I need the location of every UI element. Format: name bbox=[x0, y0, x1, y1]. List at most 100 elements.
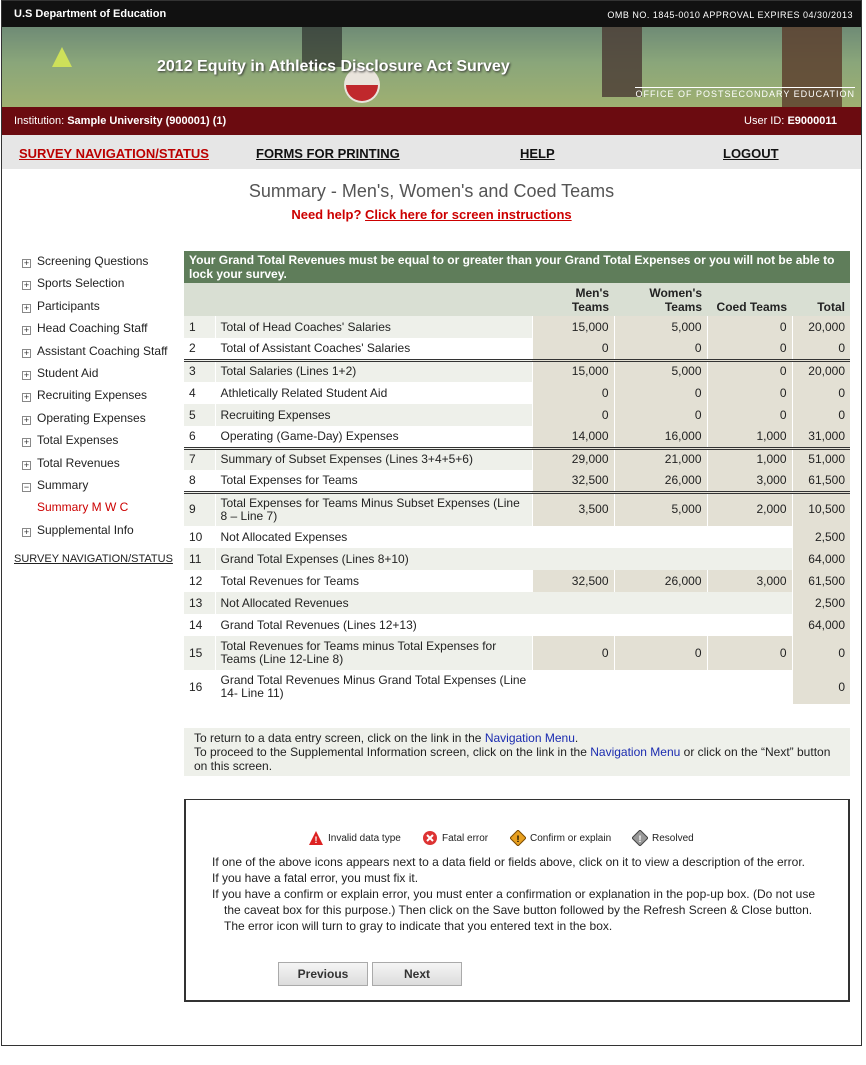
value-cell: 15,000 bbox=[531, 316, 614, 338]
header-cell bbox=[215, 283, 532, 316]
notice: Your Grand Total Revenues must be equal … bbox=[184, 251, 850, 283]
value-cell: 64,000 bbox=[791, 548, 850, 570]
sidebar-item[interactable]: + Total Revenues bbox=[22, 456, 120, 470]
help-prefix: Need help? bbox=[291, 207, 362, 222]
row-label: Total Expenses for Teams bbox=[214, 470, 532, 494]
value-cell: 61,500 bbox=[791, 470, 850, 494]
frame: U.S Department of Education OMB NO. 1845… bbox=[1, 0, 862, 1046]
sidebar-item[interactable]: + Recruiting Expenses bbox=[22, 388, 147, 403]
header-cell: Total bbox=[792, 283, 850, 316]
help-link[interactable]: Click here for screen instructions bbox=[365, 207, 572, 222]
label: Institution: bbox=[14, 115, 65, 127]
row-label: Total Revenues for Teams bbox=[214, 570, 532, 592]
value-cell: 20,000 bbox=[791, 316, 850, 338]
sidebar-item[interactable]: + Operating Expenses bbox=[22, 411, 146, 425]
row-label: Grand Total Revenues Minus Grand Total E… bbox=[214, 670, 532, 704]
text: To return to a data entry screen, click … bbox=[194, 731, 482, 745]
sidebar-label: Participants bbox=[37, 298, 100, 313]
sidebar-item[interactable]: + Student Aid bbox=[22, 366, 98, 380]
row-label: 16 bbox=[189, 679, 203, 694]
sidebar-item[interactable]: + Sports Selection bbox=[22, 276, 124, 291]
header-cell: Women's Teams bbox=[614, 283, 707, 316]
empty-cell bbox=[614, 614, 707, 636]
text: or click on the “Next” button on this sc… bbox=[194, 745, 831, 773]
header-row: Men's Teams Women's Teams Coed Teams Total bbox=[184, 283, 850, 316]
error-panel: ! Invalid data type Fatal error ! Confirm … bbox=[184, 799, 850, 1002]
next-button[interactable]: Next bbox=[372, 962, 462, 986]
sidebar-item[interactable]: + Head Coaching Staff bbox=[22, 321, 148, 336]
row-label: Total Expenses for Teams Minus Subset Ex… bbox=[214, 492, 532, 526]
value: E9000011 bbox=[787, 115, 837, 127]
sidebar-label: Screening Questions bbox=[37, 254, 149, 268]
row-label: 7 bbox=[189, 452, 196, 467]
value-cell: 16,000 bbox=[613, 426, 707, 450]
value-cell: 0 bbox=[706, 636, 792, 670]
sidebar-label: Total Expenses bbox=[37, 433, 119, 448]
nav-link[interactable]: LOGOUT bbox=[723, 146, 779, 161]
expand-icon: + bbox=[22, 347, 31, 358]
icon bbox=[423, 831, 437, 845]
expand-icon: + bbox=[22, 302, 31, 313]
user-id: User ID: E9000011 bbox=[744, 115, 837, 127]
empty-cell bbox=[707, 670, 792, 704]
row-label: Total Salaries (Lines 1+2) bbox=[214, 360, 532, 382]
link[interactable]: Navigation Menu bbox=[484, 731, 575, 745]
link[interactable]: Navigation Menu bbox=[590, 745, 681, 759]
sidebar-label: Supplemental Info bbox=[37, 522, 134, 537]
svg-text:!: ! bbox=[639, 834, 642, 844]
value-cell: 0 bbox=[613, 404, 707, 426]
value-cell: 61,500 bbox=[791, 570, 850, 592]
value-cell: 21,000 bbox=[613, 448, 707, 470]
banner: 2012 Equity in Athletics Disclosure Act … bbox=[2, 27, 861, 107]
nav-link[interactable]: HELP bbox=[520, 146, 555, 161]
table-row: 3 Total Salaries (Lines 1+2) 15,000 5,000 0 2… bbox=[184, 360, 850, 382]
table-row: 5 Recruiting Expenses 0 0 0 0 bbox=[184, 404, 850, 426]
table-row: 13 Not Allocated Revenues 2,500 bbox=[184, 592, 850, 614]
top-bar: U.S Department of Education OMB NO. 1845… bbox=[2, 1, 861, 27]
sidebar-item[interactable]: + Participants bbox=[22, 299, 100, 313]
instruction: If you have a fatal error, you must fix … bbox=[212, 871, 419, 885]
value-cell: 0 bbox=[706, 404, 792, 426]
row-label: 8 bbox=[184, 470, 215, 494]
text: . bbox=[574, 731, 579, 745]
nav-link[interactable]: SURVEY NAVIGATION/STATUS bbox=[19, 146, 209, 161]
sidebar-subitem[interactable]: Summary M W C bbox=[37, 500, 129, 515]
value-cell: 32,500 bbox=[531, 470, 614, 494]
institution: Institution: Sample University (900001) … bbox=[14, 115, 226, 127]
icon: ! bbox=[309, 831, 323, 845]
legend-item: ! Invalid data type bbox=[308, 830, 401, 846]
empty-cell bbox=[532, 526, 614, 548]
sidebar-link[interactable]: SURVEY NAVIGATION/STATUS bbox=[14, 553, 173, 566]
row-label: 10 bbox=[189, 529, 203, 544]
value-cell: 0 bbox=[706, 338, 792, 362]
empty-cell bbox=[614, 592, 707, 614]
value-cell: 0 bbox=[791, 338, 850, 362]
value-cell: 0 bbox=[706, 316, 792, 338]
value-cell: 14,000 bbox=[531, 426, 614, 450]
row-label: 5 bbox=[189, 407, 196, 422]
sidebar-item[interactable]: + Total Expenses bbox=[22, 433, 119, 448]
previous-button[interactable]: Previous bbox=[278, 962, 368, 986]
row-label: Total of Assistant Coaches' Salaries bbox=[214, 338, 532, 362]
row-label: 1 bbox=[189, 319, 196, 334]
value-cell: 0 bbox=[706, 360, 792, 382]
page-title: Summary - Men's, Women's and Coed Teams bbox=[248, 181, 615, 201]
empty-cell bbox=[614, 526, 707, 548]
sidebar-item[interactable]: − Summary bbox=[22, 478, 88, 492]
text: To proceed to the Supplemental Informati… bbox=[194, 745, 587, 759]
sidebar-item[interactable]: + Screening Questions bbox=[22, 254, 148, 268]
sidebar-item[interactable]: + Supplemental Info bbox=[22, 523, 134, 537]
table-row: 7 Summary of Subset Expenses (Lines 3+4+5… bbox=[184, 448, 850, 470]
expand-icon: + bbox=[22, 526, 31, 537]
table-row: 15 Total Revenues for Teams minus Total E… bbox=[184, 636, 850, 670]
empty-cell bbox=[707, 548, 792, 570]
table-row: 6 Operating (Game-Day) Expenses 14,000 16,0… bbox=[184, 426, 850, 450]
sidebar-item[interactable]: + Assistant Coaching Staff bbox=[22, 344, 168, 358]
nav-link[interactable]: FORMS FOR PRINTING bbox=[256, 146, 400, 161]
legend-label: Fatal error bbox=[442, 832, 489, 844]
row-label: 6 bbox=[184, 426, 215, 450]
value-cell: 0 bbox=[531, 404, 614, 426]
value-cell: 0 bbox=[531, 338, 614, 362]
table-row: 12 Total Revenues for Teams 32,500 26,000 3,… bbox=[184, 570, 850, 592]
